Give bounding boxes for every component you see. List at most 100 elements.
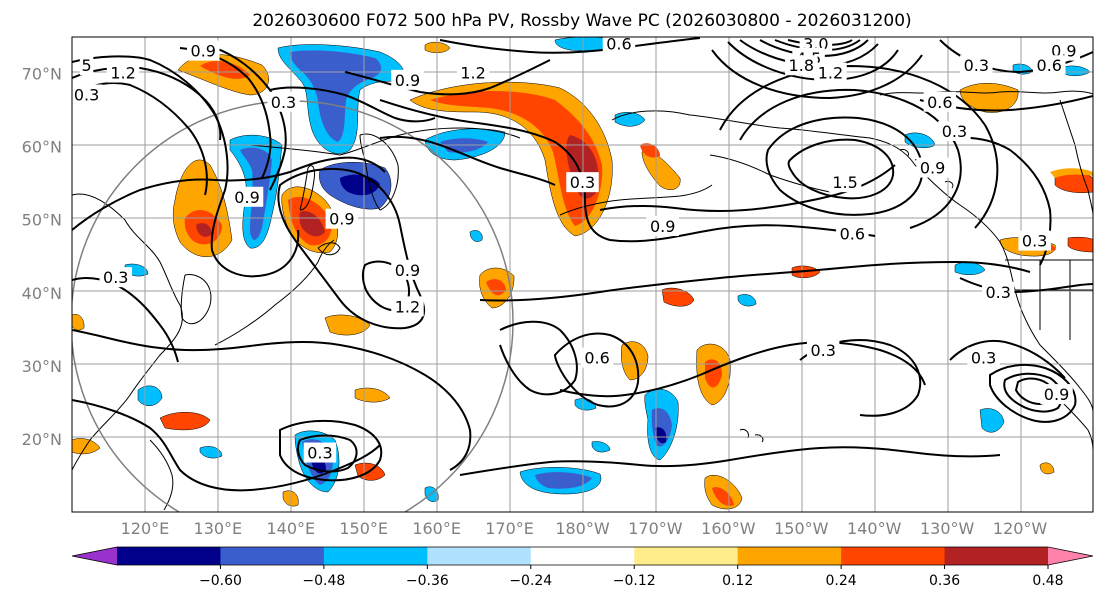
- lon-tick-label: 120°E: [121, 519, 170, 538]
- neg-anomaly-tropical-small-2: [591, 441, 611, 453]
- colorbar-segment: [737, 547, 842, 565]
- contour-label: 0.9: [395, 261, 420, 280]
- coast-na-state-1: [1015, 260, 1093, 340]
- contour-0.6-arctic: [439, 37, 701, 54]
- contour-label: 1.2: [818, 64, 843, 83]
- contour-0.3-west-1: [72, 82, 208, 196]
- colorbar-segment: [427, 547, 532, 565]
- map-plot-area: 0.31.250.90.30.91.20.63.04.51.81.20.30.9…: [72, 37, 1093, 512]
- contour-0.3-okhotsk: [214, 47, 287, 191]
- contour-label: 0.3: [971, 349, 996, 368]
- coast-japan: [214, 239, 335, 346]
- neg-anomaly-central-pac-strip-core: [655, 427, 667, 444]
- contour-0.9-east-subtrop: [1003, 372, 1063, 413]
- contour-label-bg: [187, 40, 220, 61]
- contour-label-bg: [580, 347, 614, 368]
- contour-label-bg: [566, 172, 599, 193]
- pos-anomaly-okhotsk-north-core: [200, 60, 250, 79]
- coast-greenland-edge: [879, 90, 1093, 96]
- colorbar-tick-label: −0.48: [302, 573, 345, 589]
- contour-0.6-alaska-outer: [719, 64, 999, 229]
- contour-label: 1.5: [832, 173, 857, 192]
- contour-0.6-pacific-long: [479, 260, 1031, 302]
- contour-label: 0.3: [570, 173, 595, 192]
- lon-tick-label: 140°E: [266, 519, 315, 538]
- pos-anomaly-sakhalin-core: [299, 211, 325, 237]
- contour-south-tropical: [459, 446, 1001, 476]
- contour-label-bg: [99, 267, 133, 288]
- lat-tick-label: 40°N: [22, 284, 62, 303]
- contour-0.3-ph-sea: [279, 419, 383, 482]
- contour-label-bg: [836, 223, 869, 244]
- contour-label: 0.3: [271, 93, 296, 112]
- colorbar-tick-label: 0.24: [826, 573, 857, 589]
- coast-siberia-north: [249, 127, 521, 156]
- contour-1.2-siberia: [344, 59, 551, 96]
- contour-bering-mid: [379, 135, 556, 186]
- pos-anomaly-central-pacific-1-red: [705, 359, 722, 388]
- pos-anomaly-far-east-edge: [1067, 236, 1093, 253]
- colorbar: −0.60 −0.48 −0.36 −0.24 −0.12 0.12 0.24 0.36 0.4…: [71, 546, 1094, 589]
- contour-0.9-alaska-outer: [739, 88, 962, 229]
- lon-tick-label: 160°E: [412, 519, 461, 538]
- coast-aleutians: [559, 184, 713, 216]
- contour-label: 0.9: [920, 159, 945, 178]
- contour-label: 1.2: [460, 64, 485, 83]
- contour-0.3-east-subtrop: [799, 339, 922, 417]
- lon-tick-label: 120°W: [993, 519, 1048, 538]
- contour-label: 0.3: [1022, 232, 1047, 251]
- contour-label: 0.6: [927, 93, 952, 112]
- contour-0.9-siberia: [269, 86, 436, 123]
- contour-label-bg: [785, 55, 818, 76]
- contour-west-subtrop: [72, 329, 472, 471]
- contour-label: 0.9: [191, 42, 216, 61]
- contour-label-bg: [1032, 55, 1066, 76]
- coast-japan-hokkaido: [317, 242, 341, 256]
- colorbar-segment: [841, 547, 946, 565]
- contour-0.6-west-1: [72, 55, 300, 278]
- contour-0.3-east-subtrop-2: [949, 340, 1066, 379]
- contour-label: 1.2: [395, 297, 420, 316]
- contour-label: 0.9: [395, 71, 420, 90]
- contour-label-bg: [1040, 384, 1073, 405]
- lon-tick-label: 170°W: [628, 519, 683, 538]
- contour-label: 1.2: [110, 64, 135, 83]
- contour-label-bg: [391, 296, 424, 317]
- lat-tick-label: 70°N: [22, 65, 62, 84]
- contour-label-bg: [325, 208, 359, 229]
- colorbar-segment: [220, 547, 325, 565]
- contour-label-bg: [814, 62, 847, 83]
- colorbar-segment: [117, 547, 221, 565]
- contour-label-bg: [806, 340, 840, 361]
- contour-label-bg: [79, 55, 94, 76]
- contour-1.2-alaska-loop: [765, 116, 924, 216]
- contour-label-bg: [828, 172, 862, 193]
- contour-label-bg: [981, 281, 1015, 302]
- contour-arctic-high-6: [711, 49, 923, 100]
- lat-axis: 70°N 60°N 50°N 40°N 30°N 20°N: [22, 65, 62, 449]
- contour-label: 0.6: [1037, 56, 1062, 75]
- coast-alaska: [611, 110, 1093, 413]
- contour-label: 0.9: [329, 210, 354, 229]
- colorbar-segment: [530, 547, 635, 565]
- colorbar-segment: [944, 547, 1049, 565]
- lon-tick-label: 160°W: [701, 519, 756, 538]
- lon-tick-label: 170°E: [485, 519, 534, 538]
- contour-0.3-bering: [379, 99, 876, 243]
- pos-anomaly-gulf-alaska: [641, 150, 681, 190]
- contour-label-bg: [303, 442, 337, 463]
- colorbar-tick-label: 0.36: [929, 573, 960, 589]
- lon-tick-label: 130°E: [194, 519, 243, 538]
- chart-title: 2026030600 F072 500 hPa PV, Rossby Wave …: [252, 11, 911, 31]
- neg-anomaly-tropical-wide-mid: [535, 472, 592, 489]
- pos-anomaly-philippine-sea: [159, 412, 211, 431]
- contour-label-bg: [923, 91, 957, 112]
- contour-label-bg: [267, 91, 300, 112]
- pos-anomaly-canada-east-ring: [1050, 168, 1093, 178]
- lat-tick-label: 50°N: [22, 211, 62, 230]
- pos-anomaly-alaska-north: [640, 143, 660, 158]
- neg-anomaly-philippine-west: [199, 446, 223, 459]
- contour-label: 0.3: [942, 122, 967, 141]
- contour-0.6-central-pac: [499, 320, 578, 396]
- contour-label-bg: [391, 69, 424, 90]
